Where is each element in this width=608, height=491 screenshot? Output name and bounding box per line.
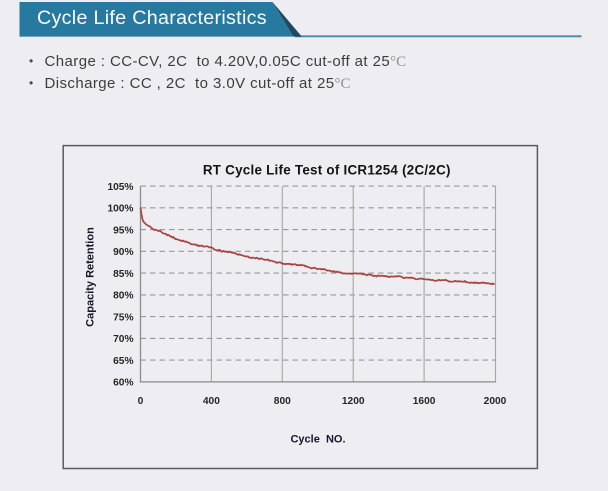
svg-text:1600: 1600 <box>413 396 436 407</box>
svg-text:95%: 95% <box>113 225 133 236</box>
svg-text:70%: 70% <box>113 334 133 345</box>
svg-text:90%: 90% <box>113 247 133 258</box>
svg-text:75%: 75% <box>113 312 133 323</box>
svg-text:105%: 105% <box>107 182 133 193</box>
svg-text:80%: 80% <box>113 291 133 302</box>
svg-text:100%: 100% <box>107 204 133 215</box>
svg-text:85%: 85% <box>113 269 133 280</box>
svg-text:400: 400 <box>203 396 220 407</box>
svg-text:Capacity Retention: Capacity Retention <box>85 227 97 327</box>
svg-text:65%: 65% <box>113 356 133 367</box>
svg-text:2000: 2000 <box>484 396 507 407</box>
svg-text:1200: 1200 <box>342 396 365 407</box>
svg-text:800: 800 <box>274 396 291 407</box>
svg-text:Cycle NO.: Cycle NO. <box>290 434 345 446</box>
svg-text:0: 0 <box>138 396 144 407</box>
svg-text:60%: 60% <box>113 378 133 389</box>
svg-text:RT Cycle Life Test of ICR1254: RT Cycle Life Test of ICR1254 (2C/2C) <box>203 162 451 177</box>
